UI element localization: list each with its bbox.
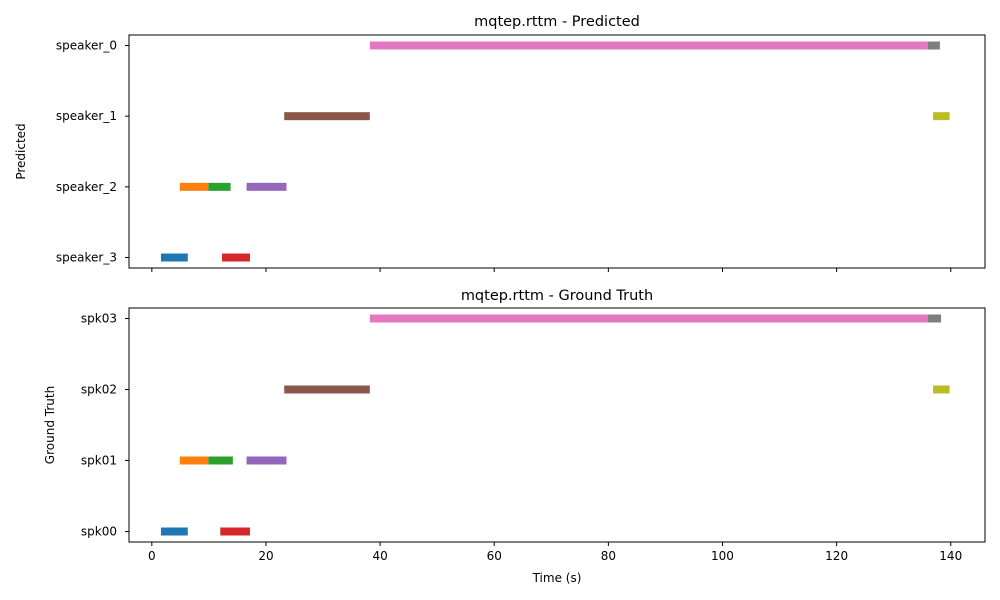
ground-truth-panel: 0 20 40 60 80 100 120 140 spk03 spk02 spk01 spk00 mq… bbox=[43, 288, 986, 585]
segment-bar bbox=[927, 314, 942, 323]
segment-bar bbox=[933, 385, 950, 394]
segment-bar bbox=[160, 527, 188, 536]
segment-bar bbox=[160, 253, 188, 262]
segment-bar bbox=[927, 41, 940, 50]
segment-bar bbox=[179, 182, 209, 191]
y-tick-label: speaker_3 bbox=[56, 251, 117, 265]
segment-bar bbox=[369, 41, 928, 50]
x-tick-label: 0 bbox=[148, 549, 156, 563]
segment-bar bbox=[246, 182, 287, 191]
x-tick-label: 40 bbox=[372, 549, 387, 563]
plot-frame bbox=[128, 34, 986, 269]
x-tick-label: 100 bbox=[711, 549, 734, 563]
chart-title: mqtep.rttm - Ground Truth bbox=[461, 288, 653, 304]
y-axis-label: Ground Truth bbox=[43, 386, 57, 464]
y-tick-label: spk01 bbox=[81, 454, 117, 468]
segment-bar bbox=[222, 253, 250, 262]
x-tick-label: 20 bbox=[258, 549, 273, 563]
plot-frame bbox=[128, 307, 986, 543]
y-tick-label: speaker_1 bbox=[56, 109, 117, 123]
y-tick-label: speaker_2 bbox=[56, 180, 117, 194]
segment-bar bbox=[179, 456, 209, 465]
y-tick-label: spk02 bbox=[81, 383, 117, 397]
segment-bar bbox=[220, 527, 250, 536]
x-tick-label: 120 bbox=[825, 549, 848, 563]
segment-bar bbox=[933, 112, 950, 121]
segment-bar bbox=[284, 112, 370, 121]
predicted-panel: speaker_0 speaker_1 speaker_2 speaker_3 mqte… bbox=[14, 14, 986, 272]
x-tick-label: 80 bbox=[601, 549, 616, 563]
segment-bar bbox=[208, 456, 233, 465]
segment-bar bbox=[284, 385, 370, 394]
x-tick-label: 140 bbox=[939, 549, 962, 563]
x-tick-label: 60 bbox=[487, 549, 502, 563]
segment-bar bbox=[246, 456, 287, 465]
segment-bar bbox=[369, 314, 928, 323]
y-tick-label: speaker_0 bbox=[56, 39, 117, 53]
x-axis-label: Time (s) bbox=[532, 571, 582, 585]
chart-title: mqtep.rttm - Predicted bbox=[474, 14, 640, 30]
segment-bar bbox=[208, 182, 231, 191]
y-axis-label: Predicted bbox=[14, 123, 28, 179]
y-tick-label: spk00 bbox=[81, 525, 117, 539]
y-tick-label: spk03 bbox=[81, 312, 117, 326]
